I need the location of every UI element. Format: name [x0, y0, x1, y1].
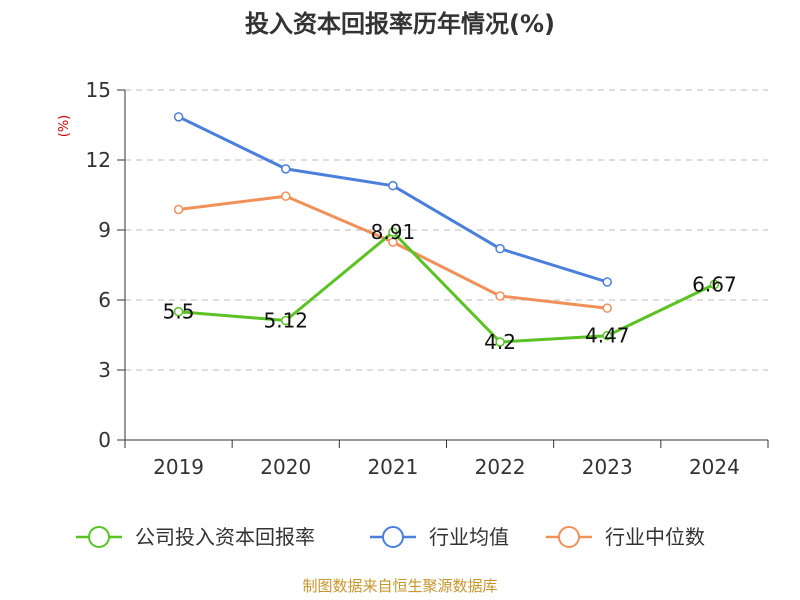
data-point [173, 112, 184, 122]
source-note: 制图数据来自恒生聚源数据库 [302, 577, 497, 595]
legend-item: 行业中位数 [546, 525, 705, 549]
data-label: 8.91 [371, 220, 416, 244]
y-axis-unit: (%) [57, 115, 72, 138]
grid-lines [125, 89, 768, 371]
data-point [281, 164, 291, 174]
legend-marker [558, 526, 580, 548]
data-label: 5.5 [163, 300, 195, 324]
data-point [388, 180, 398, 191]
legend-label: 行业均值 [429, 525, 509, 549]
y-tick-label: 12 [86, 148, 111, 172]
y-tick-label: 6 [98, 288, 111, 312]
data-point [495, 337, 505, 347]
data-point [173, 204, 184, 215]
legend-marker [382, 526, 404, 548]
x-tick-label: 2023 [582, 455, 633, 479]
legend-item: 公司投入资本回报率 [76, 525, 315, 549]
legend-marker [88, 526, 110, 548]
data-point [709, 279, 720, 290]
legend-label: 公司投入资本回报率 [135, 525, 315, 549]
data-label: 5.12 [263, 309, 308, 333]
series-line [178, 194, 608, 310]
y-tick-label: 9 [98, 218, 111, 242]
data-point [173, 306, 184, 317]
data-point [388, 227, 398, 237]
x-tick-label: 2022 [475, 455, 526, 479]
legend-label: 行业中位数 [605, 525, 705, 549]
data-label: 4.47 [585, 324, 630, 348]
x-tick-label: 2020 [260, 455, 311, 479]
data-point [602, 303, 612, 313]
y-tick-label: 0 [98, 428, 111, 452]
data-label: 6.67 [692, 272, 737, 296]
data-point [495, 243, 505, 254]
series-lines [173, 112, 720, 347]
data-labels: 5.5 5.12 8.91 4.2 4.47 6.67 [163, 220, 737, 354]
series-line [177, 115, 608, 284]
y-tick-label: 3 [98, 358, 111, 382]
legend-item: 行业均值 [370, 525, 509, 549]
y-tick-label: 15 [86, 78, 111, 102]
x-tick-label: 2021 [367, 455, 418, 479]
data-point [602, 277, 612, 287]
data-point [281, 191, 291, 201]
axes: 0 3 6 9 12 15 2019 2020 2021 2022 2023 2024 [86, 78, 769, 479]
data-label: 4.2 [484, 330, 516, 354]
data-point [388, 237, 398, 247]
data-point [602, 330, 612, 341]
data-point [495, 291, 505, 301]
x-tick-label: 2024 [689, 455, 740, 479]
chart-title: 投入资本回报率历年情况(%) [245, 10, 555, 38]
legend: 公司投入资本回报率 行业均值 行业中位数 [76, 525, 705, 549]
x-tick-label: 2019 [153, 455, 204, 479]
series-line [178, 230, 716, 344]
data-point [281, 315, 291, 326]
